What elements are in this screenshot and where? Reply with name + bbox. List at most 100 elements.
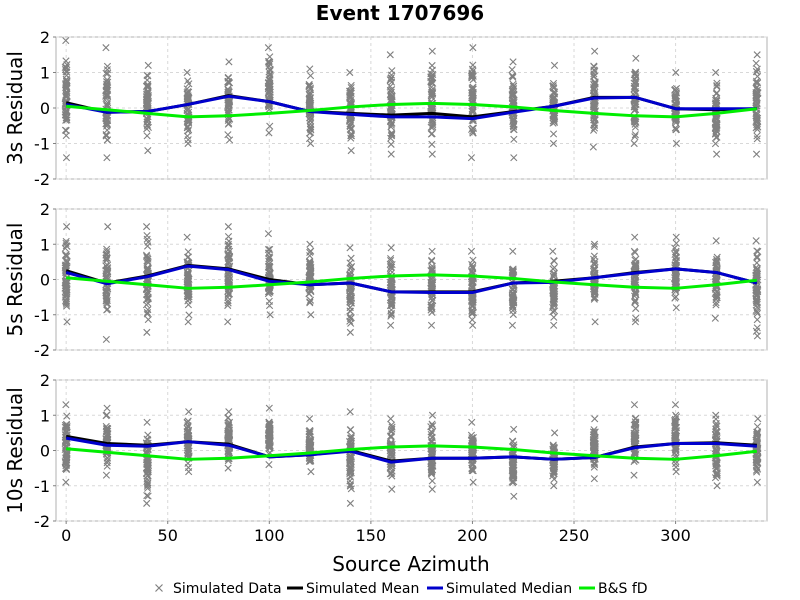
data-point [346,259,354,267]
legend-entry: Simulated Mean [287,581,419,597]
data-point [225,419,233,427]
data-point [631,75,639,83]
data-point [753,65,761,73]
data-point [711,314,719,322]
data-point [429,123,437,131]
data-point [224,271,233,279]
data-point [103,306,111,314]
data-point [428,284,436,292]
data-point [753,95,761,104]
data-point [386,281,394,289]
data-point [185,88,193,96]
data-point [143,491,151,500]
data-point [224,299,232,307]
data-point [224,242,232,250]
y-tick-label: -2 [34,170,50,189]
data-point [631,123,640,131]
data-point [144,87,152,95]
data-point [306,298,314,306]
series-line-simulated-median [65,264,758,295]
data-point [102,122,111,130]
data-point [266,60,274,68]
data-point [63,79,71,87]
data-point [103,266,111,274]
data-point [712,237,720,245]
data-point [103,411,111,419]
data-point [753,308,761,316]
data-point [103,136,112,144]
data-point [754,123,762,131]
data-point [266,311,274,319]
data-point [306,272,314,280]
data-point [427,123,435,131]
data-point [468,316,476,324]
data-point [306,72,315,80]
data-point [427,321,436,329]
data-point [306,296,315,304]
data-point [61,63,69,71]
data-point [468,277,476,285]
data-point [224,274,232,282]
data-point [388,130,396,138]
data-point [144,238,152,246]
data-point [305,80,313,89]
y-tick-label: 1 [40,235,50,254]
data-point [468,263,477,271]
data-point [469,85,477,93]
data-point [630,115,639,124]
data-point [713,292,721,300]
data-point [549,82,557,90]
data-point [185,408,193,416]
data-point [183,253,192,261]
x-tick-label: 250 [559,526,590,545]
data-point [224,74,232,82]
data-point [509,58,517,66]
data-point [712,301,720,309]
data-point [103,83,111,91]
x-tick-label: 150 [356,526,387,545]
data-point [427,279,435,288]
y-tick-label: 2 [40,28,50,47]
y-tick-label: 0 [40,99,50,118]
data-point [62,57,70,65]
data-point [468,310,476,318]
data-point [306,299,314,307]
legend-marker [155,584,163,592]
data-point [550,299,558,307]
data-point [672,239,680,247]
data-point [103,457,112,465]
data-point [306,437,315,446]
data-point [752,124,760,132]
data-point [428,61,436,70]
x-tick-label: 200 [457,526,488,545]
data-point [550,270,558,279]
data-point [62,257,70,265]
data-point [103,102,111,110]
data-point [306,247,315,255]
data-point [387,74,396,82]
data-point [305,415,314,423]
data-point [713,89,721,97]
data-point [224,422,233,430]
data-point [550,93,558,101]
data-point [591,289,599,297]
data-point [265,62,273,70]
legend-entry: Simulated Median [427,581,572,597]
data-point [713,150,721,158]
data-point [753,271,761,279]
data-point [469,106,477,114]
data-point [184,318,192,326]
data-point [469,44,477,52]
data-point [266,245,274,254]
data-point [427,267,435,275]
data-point [467,154,476,162]
data-point [591,269,599,277]
data-point [509,99,518,107]
data-point [62,126,70,135]
data-point [469,256,477,264]
data-point [185,311,193,319]
data-point [224,290,232,298]
data-point [713,81,721,90]
data-point [712,68,720,77]
